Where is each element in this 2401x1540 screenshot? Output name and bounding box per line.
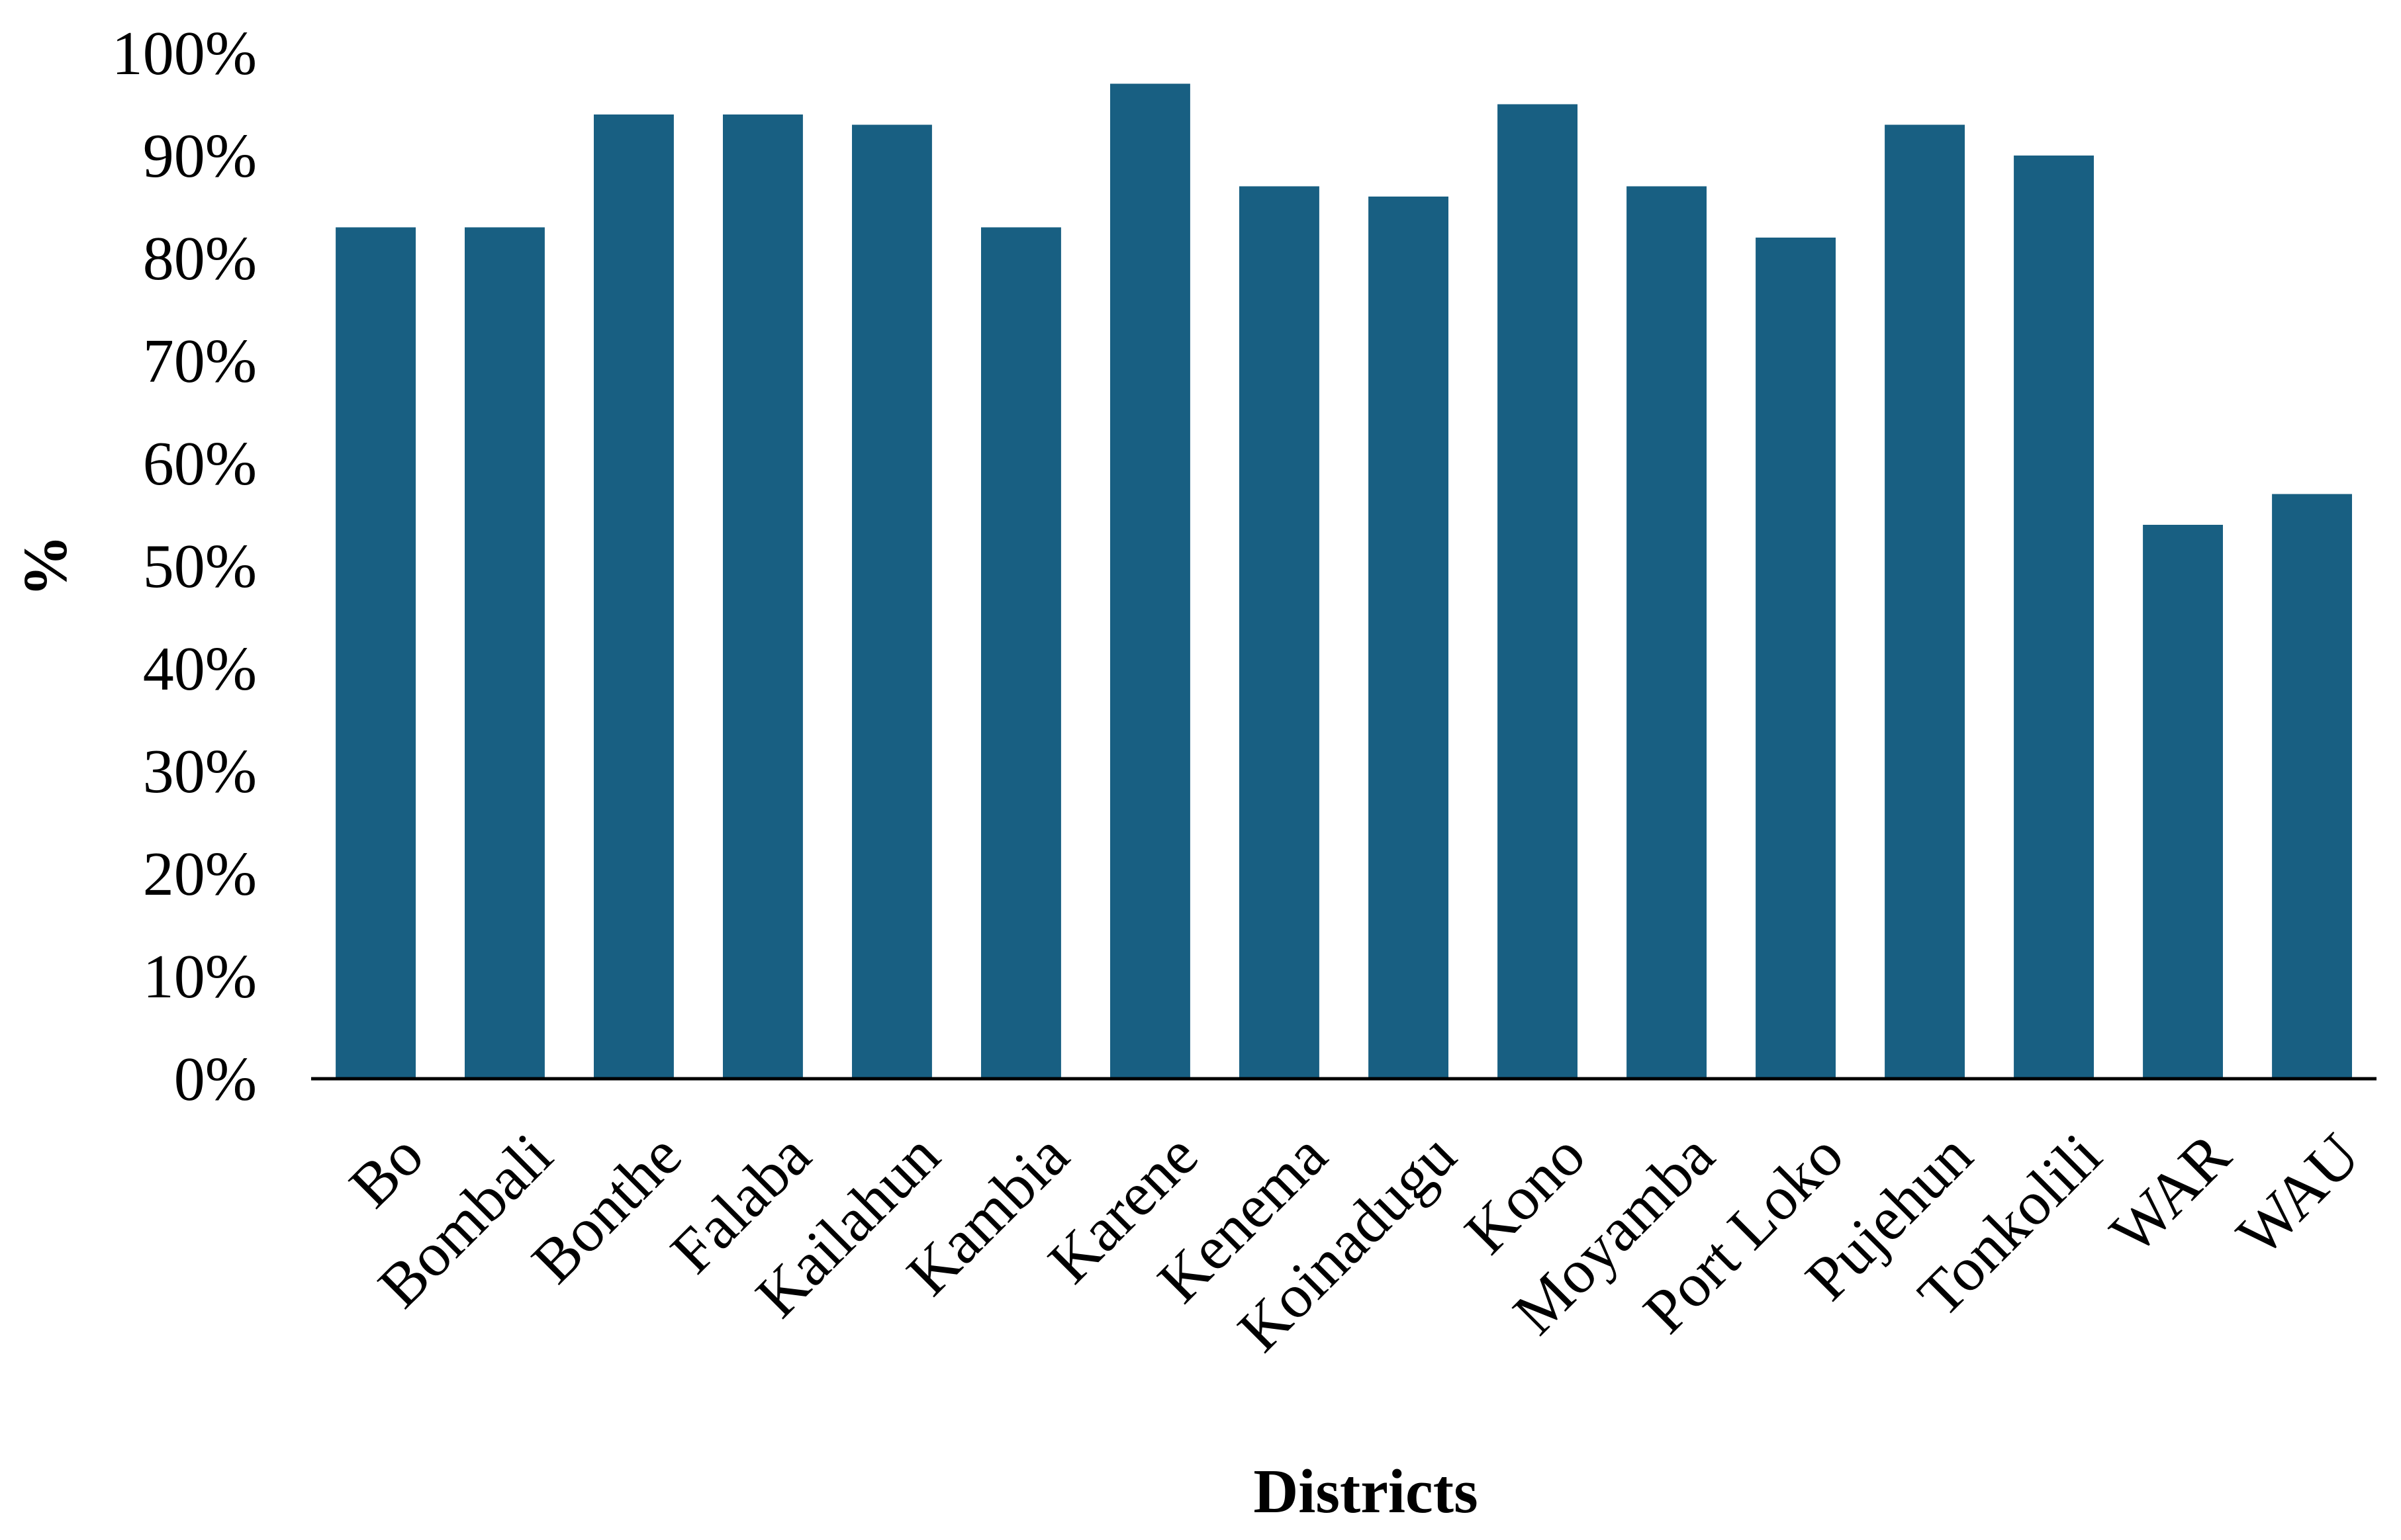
bar-tonkolili [2014,156,2094,1079]
bar-wau [2272,494,2352,1079]
x-tick-label-wau: WAU [2224,1120,2373,1269]
bar-bo [336,227,416,1079]
y-tick-label: 90% [143,122,257,191]
y-tick-label: 80% [143,224,257,293]
y-tick-label: 60% [143,430,257,498]
bar-karene [1110,83,1190,1079]
y-tick-label: 100% [112,19,257,88]
bar-pujehun [1885,124,1965,1079]
bar-port-loko [1756,238,1836,1079]
bar-kono [1497,104,1577,1079]
x-tick-label-war: WAR [2097,1120,2243,1267]
bar-war [2143,525,2223,1079]
bar-bombali [465,227,545,1079]
y-tick-label: 50% [143,532,257,601]
bar-bonthe [594,114,674,1079]
bar-kenema [1239,186,1319,1079]
y-tick-label: 20% [143,840,257,909]
bar-koinadugu [1368,197,1448,1079]
y-tick-labels: 0% 10% 20% 30% 40% 50% 60% 70% 80% 90% 100% [112,19,257,1114]
x-tick-label-bo: Bo [336,1120,436,1220]
y-tick-label: 0% [174,1045,257,1114]
bar-kailahun [852,124,932,1079]
bar-kambia [981,227,1061,1079]
y-tick-label: 30% [143,737,257,806]
y-tick-label: 10% [143,942,257,1011]
x-tick-labels: BoBombaliBontheFalabaKailahunKambiaKaren… [336,1120,2373,1365]
x-tick-label-bonthe: Bonthe [519,1120,695,1296]
y-axis-title: % [11,535,80,597]
x-axis-title: Districts [1253,1457,1478,1526]
bars-group [336,83,2352,1079]
bar-falaba [723,114,803,1079]
bar-moyamba [1626,186,1707,1079]
y-tick-label: 70% [143,327,257,396]
y-tick-label: 40% [143,635,257,703]
